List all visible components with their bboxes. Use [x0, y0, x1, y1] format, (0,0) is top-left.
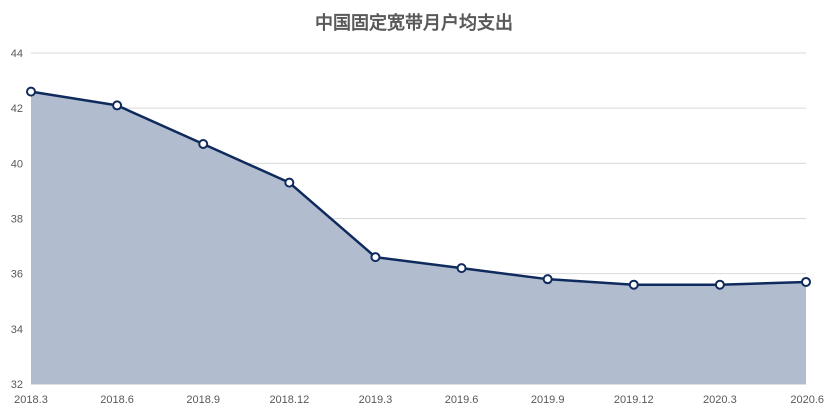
data-point	[198, 139, 209, 150]
y-tick-label: 32	[11, 379, 23, 391]
y-axis-ticks: 32 34 36 38 40 42 44	[11, 48, 23, 391]
data-point	[284, 177, 295, 188]
x-tick-label: 2018.3	[14, 394, 48, 406]
x-tick-label: 2019.9	[531, 394, 565, 406]
data-point	[370, 252, 381, 263]
x-tick-label: 2018.6	[100, 394, 134, 406]
x-axis-ticks: 2018.3 2018.6 2018.9 2018.12 2019.3 2019.6 201…	[14, 394, 824, 406]
data-point	[714, 279, 725, 290]
y-tick-label: 44	[11, 48, 23, 60]
data-point	[456, 263, 467, 274]
data-point	[112, 100, 123, 111]
x-tick-label: 2018.9	[186, 394, 220, 406]
area-fill	[31, 91, 806, 384]
x-tick-label: 2020.6	[790, 394, 824, 406]
data-point	[26, 86, 36, 97]
y-tick-label: 36	[11, 269, 23, 281]
y-tick-label: 34	[11, 324, 23, 336]
data-point	[542, 274, 553, 285]
y-tick-label: 42	[11, 103, 23, 115]
x-tick-label: 2019.3	[359, 394, 393, 406]
data-point	[628, 279, 639, 290]
x-tick-label: 2019.12	[614, 394, 654, 406]
series-line	[30, 90, 807, 286]
x-tick-label: 2019.6	[445, 394, 479, 406]
data-point	[801, 276, 811, 287]
y-tick-label: 38	[11, 214, 23, 226]
x-tick-label: 2018.12	[269, 394, 309, 406]
area-series	[26, 86, 811, 384]
y-tick-label: 40	[11, 158, 23, 170]
x-tick-label: 2020.3	[703, 394, 737, 406]
chart-title: 中国固定宽带月户均支出	[315, 12, 513, 34]
